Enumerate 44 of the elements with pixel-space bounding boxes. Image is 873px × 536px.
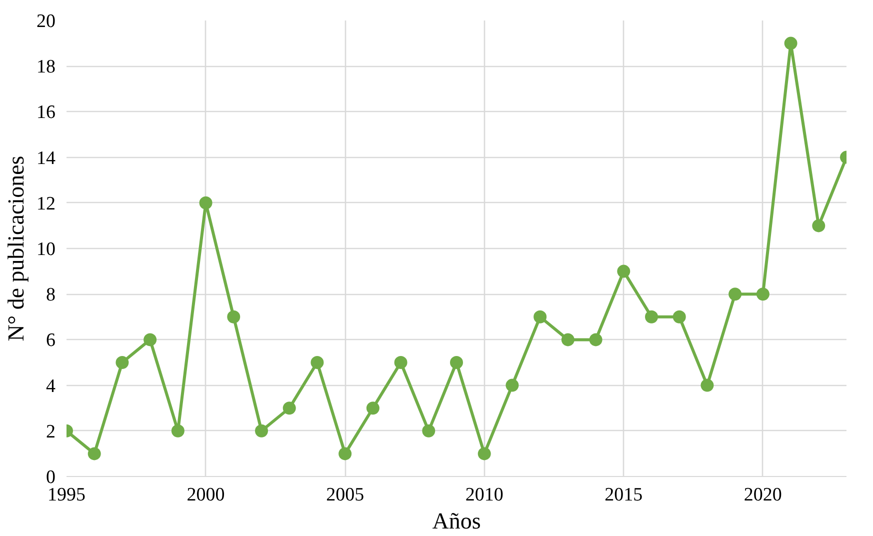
- x-tick-label: 2005: [326, 484, 364, 506]
- point: [144, 333, 157, 346]
- point: [366, 402, 380, 415]
- point: [310, 356, 324, 369]
- point: [422, 424, 436, 438]
- point: [171, 424, 184, 438]
- y-tick-label: 6: [46, 330, 56, 352]
- x-axis-title: Años: [432, 508, 481, 534]
- y-tick-label: 4: [46, 376, 56, 397]
- point: [506, 378, 519, 392]
- point: [255, 424, 268, 438]
- x-tick-label: 2015: [604, 484, 643, 506]
- point: [645, 310, 658, 324]
- x-tick-label: 2020: [744, 484, 782, 506]
- point: [199, 196, 212, 210]
- y-tick-label: 20: [36, 11, 56, 32]
- point: [534, 310, 547, 324]
- y-axis-title: N° de publicaciones: [4, 156, 28, 342]
- point: [116, 356, 129, 369]
- point: [784, 36, 798, 50]
- point: [394, 356, 408, 369]
- y-tick-label: 10: [36, 239, 56, 260]
- point: [338, 447, 352, 460]
- point: [812, 219, 826, 232]
- y-tick-label: 8: [46, 284, 56, 306]
- point: [88, 447, 101, 460]
- point: [700, 378, 714, 392]
- point: [282, 402, 296, 415]
- point: [450, 356, 463, 369]
- point: [617, 264, 630, 278]
- y-tick-label: 2: [46, 421, 56, 442]
- point: [672, 310, 686, 324]
- y-tick-label: 12: [36, 193, 56, 214]
- y-tick-label: 16: [36, 102, 56, 124]
- y-tick-label: 18: [36, 56, 56, 78]
- point: [589, 333, 602, 346]
- point: [478, 447, 491, 460]
- x-tick-label: 2000: [186, 484, 225, 506]
- point: [756, 288, 770, 301]
- point: [728, 288, 742, 301]
- point: [561, 333, 574, 346]
- point: [227, 310, 240, 324]
- y-tick-label: 14: [36, 148, 56, 169]
- x-tick-label: 2010: [465, 484, 504, 506]
